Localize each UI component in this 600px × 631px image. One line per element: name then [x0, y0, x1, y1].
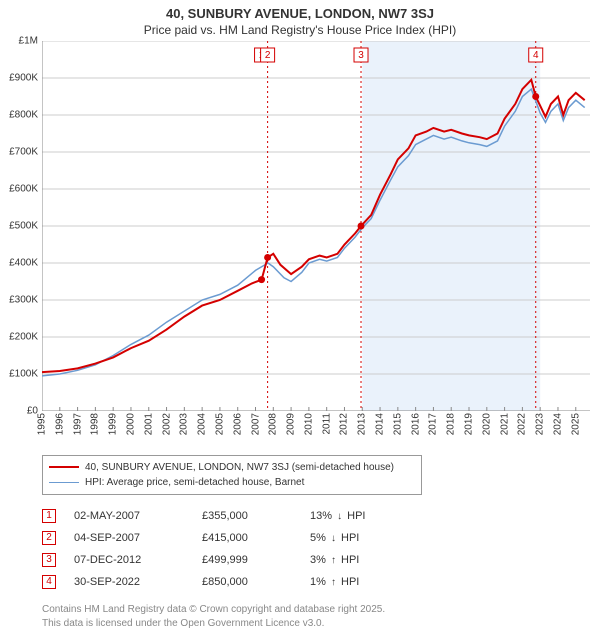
arrow-up-icon: ↑ — [329, 577, 338, 588]
x-tick-label: 2008 — [268, 413, 279, 435]
sale-marker-icon: 3 — [42, 553, 56, 567]
y-tick-label: £500K — [0, 220, 38, 231]
y-tick-label: £300K — [0, 294, 38, 305]
x-tick-label: 2011 — [321, 413, 332, 435]
sale-price: £850,000 — [202, 576, 292, 588]
sale-price: £415,000 — [202, 532, 292, 544]
chart-container: 40, SUNBURY AVENUE, LONDON, NW7 3SJ Pric… — [0, 0, 600, 620]
sale-marker-icon: 1 — [42, 509, 56, 523]
svg-text:2: 2 — [265, 50, 271, 61]
chart-plot-area: 1234 — [42, 41, 590, 411]
x-tick-label: 2025 — [570, 413, 581, 435]
x-tick-label: 2009 — [286, 413, 297, 435]
sale-price: £355,000 — [202, 510, 292, 522]
sale-date: 02-MAY-2007 — [74, 510, 184, 522]
y-tick-label: £100K — [0, 368, 38, 379]
sale-date: 07-DEC-2012 — [74, 554, 184, 566]
legend-box: 40, SUNBURY AVENUE, LONDON, NW7 3SJ (sem… — [42, 455, 422, 495]
svg-text:4: 4 — [533, 50, 539, 61]
x-tick-label: 2001 — [143, 413, 154, 435]
x-tick-label: 1996 — [54, 413, 65, 435]
x-tick-label: 2003 — [179, 413, 190, 435]
x-tick-label: 2013 — [357, 413, 368, 435]
sale-marker-icon: 2 — [42, 531, 56, 545]
sales-row: 4 30-SEP-2022 £850,000 1% ↑ HPI — [42, 571, 600, 593]
x-axis-labels: 1995199619971998199920002001200220032004… — [42, 411, 590, 449]
footer-line: Contains HM Land Registry data © Crown c… — [42, 603, 600, 617]
arrow-down-icon: ↓ — [335, 511, 344, 522]
x-tick-label: 1999 — [108, 413, 119, 435]
y-tick-label: £400K — [0, 257, 38, 268]
svg-text:3: 3 — [358, 50, 364, 61]
sale-diff: 13% ↓ HPI — [310, 510, 400, 522]
y-tick-label: £800K — [0, 109, 38, 120]
sales-row: 3 07-DEC-2012 £499,999 3% ↑ HPI — [42, 549, 600, 571]
x-tick-label: 2007 — [250, 413, 261, 435]
x-tick-label: 2005 — [214, 413, 225, 435]
x-tick-label: 2023 — [535, 413, 546, 435]
sales-table: 1 02-MAY-2007 £355,000 13% ↓ HPI 2 04-SEP-200… — [42, 505, 600, 593]
sales-row: 1 02-MAY-2007 £355,000 13% ↓ HPI — [42, 505, 600, 527]
legend-label: 40, SUNBURY AVENUE, LONDON, NW7 3SJ (sem… — [85, 460, 394, 475]
chart-subtitle: Price paid vs. HM Land Registry's House … — [0, 23, 600, 41]
sale-date: 30-SEP-2022 — [74, 576, 184, 588]
legend-item: 40, SUNBURY AVENUE, LONDON, NW7 3SJ (sem… — [49, 460, 415, 475]
x-tick-label: 2010 — [303, 413, 314, 435]
x-tick-label: 2006 — [232, 413, 243, 435]
sale-diff: 5% ↓ HPI — [310, 532, 400, 544]
x-tick-label: 2022 — [517, 413, 528, 435]
x-tick-label: 1997 — [72, 413, 83, 435]
legend-swatch — [49, 482, 79, 484]
chart-svg: 1234 — [42, 41, 590, 411]
x-tick-label: 2004 — [197, 413, 208, 435]
x-tick-label: 2024 — [552, 413, 563, 435]
y-tick-label: £0 — [0, 405, 38, 416]
y-tick-label: £600K — [0, 183, 38, 194]
y-tick-label: £900K — [0, 72, 38, 83]
x-tick-label: 2018 — [446, 413, 457, 435]
x-tick-label: 2012 — [339, 413, 350, 435]
x-tick-label: 1995 — [37, 413, 48, 435]
x-tick-label: 2015 — [392, 413, 403, 435]
footer-line: This data is licensed under the Open Gov… — [42, 617, 600, 631]
sale-diff: 3% ↑ HPI — [310, 554, 400, 566]
x-tick-label: 2020 — [481, 413, 492, 435]
chart-title: 40, SUNBURY AVENUE, LONDON, NW7 3SJ — [0, 0, 600, 23]
x-tick-label: 2019 — [464, 413, 475, 435]
legend-label: HPI: Average price, semi-detached house,… — [85, 475, 304, 490]
arrow-up-icon: ↑ — [329, 555, 338, 566]
sale-diff: 1% ↑ HPI — [310, 576, 400, 588]
legend-swatch — [49, 466, 79, 468]
legend-item: HPI: Average price, semi-detached house,… — [49, 475, 415, 490]
sale-marker-icon: 4 — [42, 575, 56, 589]
sales-row: 2 04-SEP-2007 £415,000 5% ↓ HPI — [42, 527, 600, 549]
x-tick-label: 2000 — [125, 413, 136, 435]
x-tick-label: 2002 — [161, 413, 172, 435]
x-tick-label: 2017 — [428, 413, 439, 435]
sale-price: £499,999 — [202, 554, 292, 566]
y-tick-label: £700K — [0, 146, 38, 157]
arrow-down-icon: ↓ — [329, 533, 338, 544]
y-tick-label: £200K — [0, 331, 38, 342]
x-tick-label: 1998 — [90, 413, 101, 435]
sale-date: 04-SEP-2007 — [74, 532, 184, 544]
x-tick-label: 2016 — [410, 413, 421, 435]
footer-attribution: Contains HM Land Registry data © Crown c… — [42, 603, 600, 631]
x-tick-label: 2021 — [499, 413, 510, 435]
y-tick-label: £1M — [0, 35, 38, 46]
x-tick-label: 2014 — [375, 413, 386, 435]
